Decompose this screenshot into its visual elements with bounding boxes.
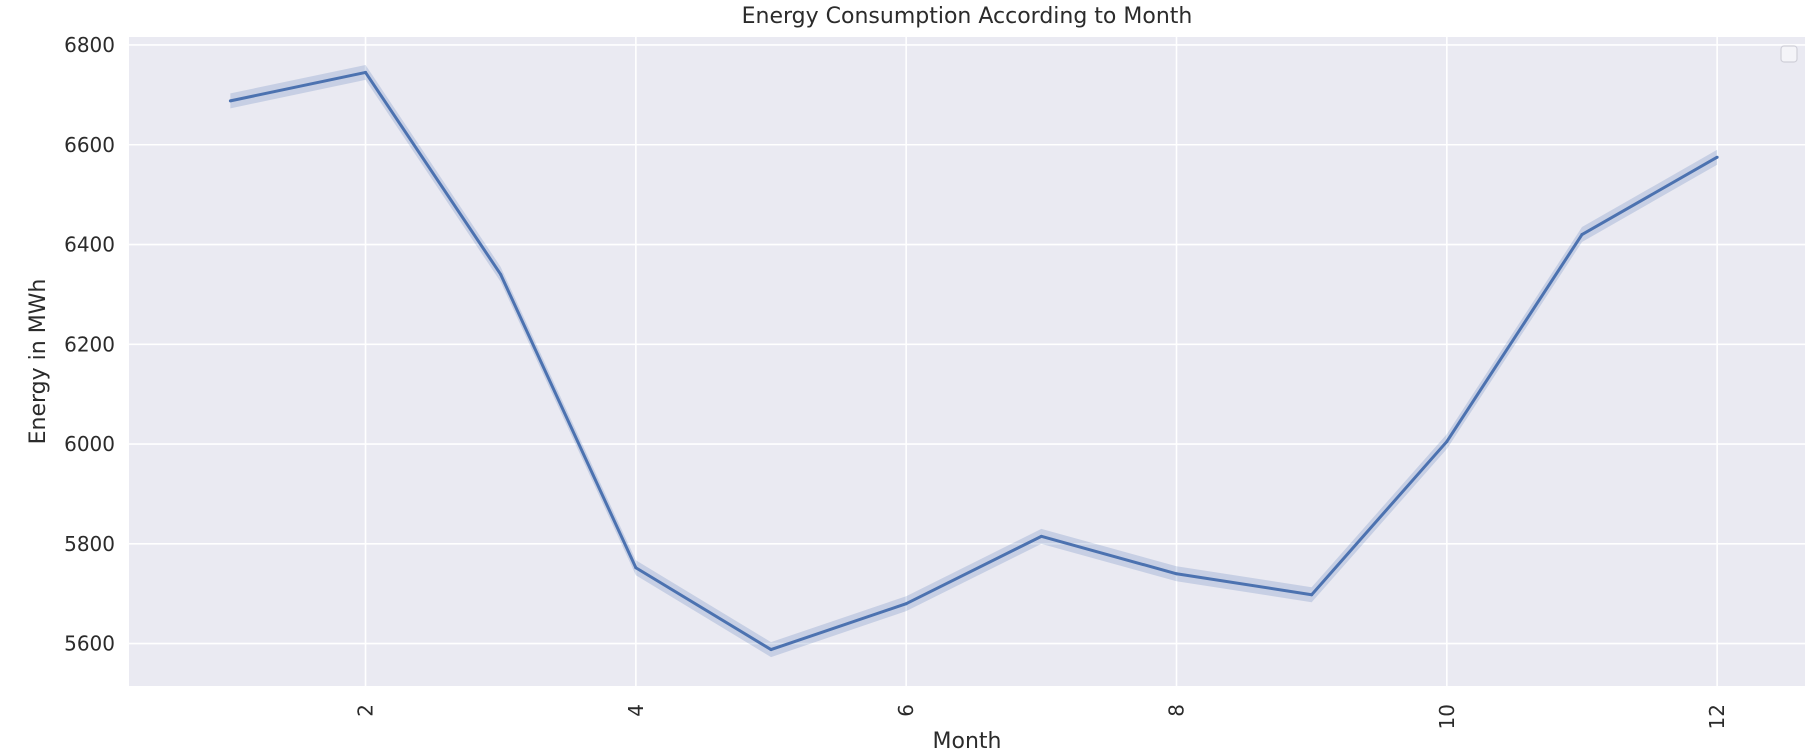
plot-area <box>129 37 1805 686</box>
data-point-month-9 <box>1310 593 1314 597</box>
y-tick-label: 6400 <box>64 233 115 257</box>
x-tick-label: 4 <box>624 704 648 717</box>
y-tick-label: 6200 <box>64 332 115 356</box>
chart-title: Energy Consumption According to Month <box>742 4 1193 29</box>
x-tick-labels: 2 4 6 8 10 12 <box>354 704 1730 729</box>
y-tick-label: 6600 <box>64 133 115 157</box>
series-line <box>230 70 1718 652</box>
x-axis-label: Month <box>933 729 1002 752</box>
data-point-month-3 <box>499 272 503 276</box>
y-axis-label: Energy in MWh <box>26 279 51 445</box>
data-point-month-2 <box>364 70 368 74</box>
x-tick-label: 12 <box>1705 704 1729 729</box>
data-point-month-6 <box>904 602 908 606</box>
y-tick-label: 6000 <box>64 432 115 456</box>
legend-box <box>1780 45 1798 63</box>
data-point-month-12 <box>1715 155 1719 159</box>
y-tick-label: 5600 <box>64 632 115 656</box>
x-tick-label: 8 <box>1165 704 1189 717</box>
x-tick-label: 6 <box>894 704 918 717</box>
data-point-month-4 <box>634 566 638 570</box>
x-gridlines <box>364 37 1718 686</box>
data-point-month-1 <box>228 99 232 103</box>
data-point-month-11 <box>1580 233 1584 237</box>
y-tick-label: 6800 <box>64 33 115 57</box>
y-gridlines <box>129 44 1805 645</box>
y-tick-label: 5800 <box>64 532 115 556</box>
data-point-month-7 <box>1039 534 1043 538</box>
data-points <box>228 70 1719 652</box>
x-tick-label: 2 <box>354 704 378 717</box>
y-tick-labels: 5600 5800 6000 6200 6400 6600 6800 <box>64 33 115 656</box>
data-point-month-8 <box>1175 572 1178 576</box>
data-point-month-5 <box>769 648 773 652</box>
x-tick-label: 10 <box>1435 704 1459 729</box>
data-point-month-10 <box>1445 440 1449 444</box>
